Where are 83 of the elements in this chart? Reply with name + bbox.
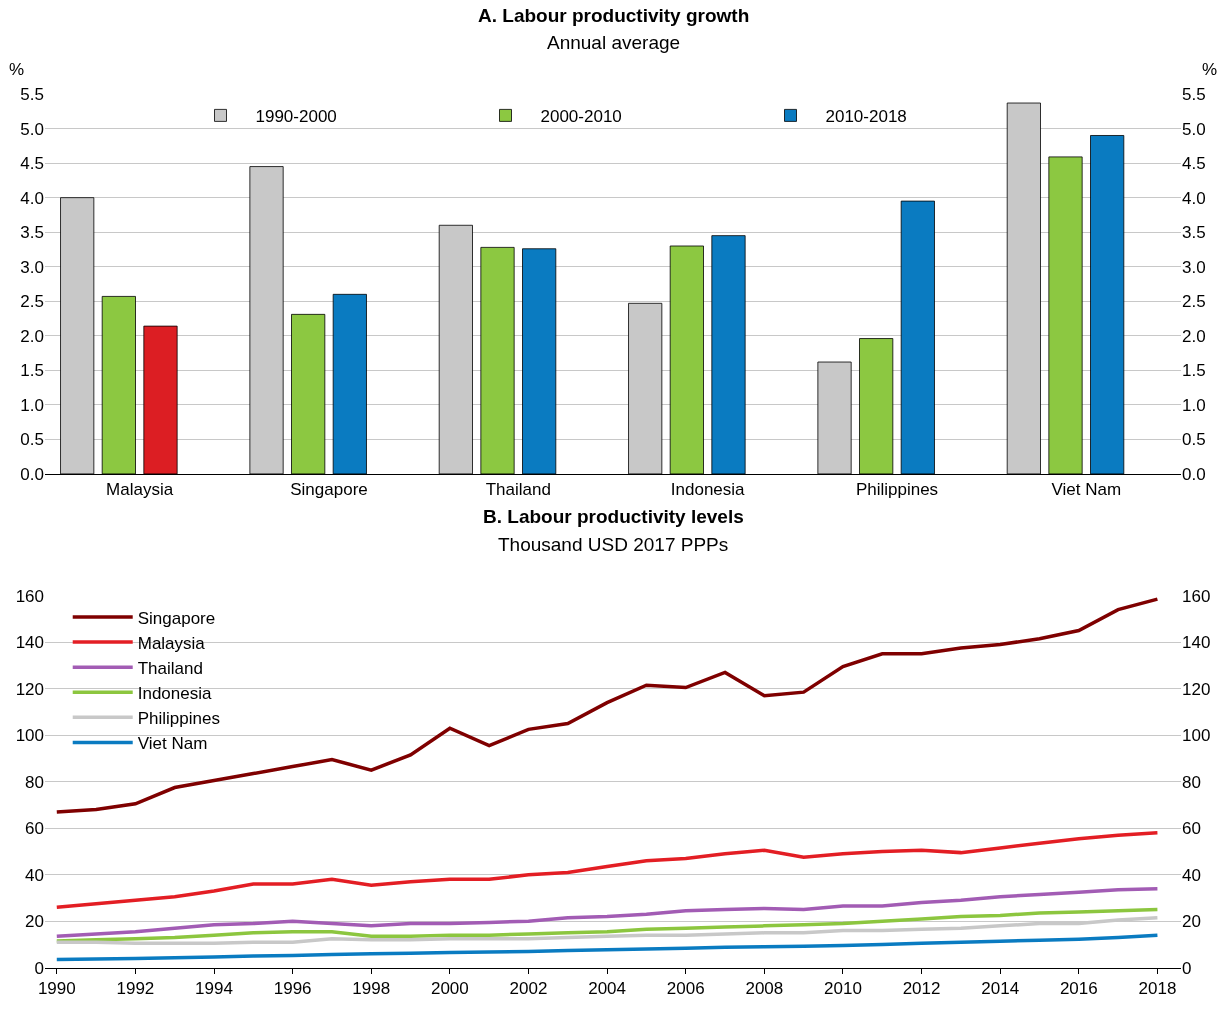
y2-tick-label: 0.5: [1182, 430, 1206, 450]
x-tick-label: 2010: [824, 979, 862, 999]
x-tick-label: Philippines: [855, 480, 939, 500]
legend-label: Viet Nam: [137, 734, 208, 754]
y-tick-label: 3.5: [20, 223, 44, 243]
y-tick-label: 80: [25, 772, 44, 792]
y-tick-label: 100: [15, 726, 44, 746]
y2-tick-label: 80: [1182, 772, 1201, 792]
legend-label: 1990-2000: [255, 107, 337, 127]
legend-label: 2010-2018: [825, 107, 907, 127]
y2-tick-label: 5.5: [1182, 85, 1206, 104]
y-tick-label: 120: [15, 679, 44, 699]
x-tick-label: 1996: [273, 979, 312, 999]
legend-label: Philippines: [137, 708, 220, 728]
chart-title: A. Labour productivity growth: [478, 5, 750, 26]
x-tick-label: 2018: [1138, 979, 1177, 999]
x-tick-label: 1994: [195, 979, 233, 999]
x-tick-label: 2012: [902, 979, 941, 999]
y2-tick-label: 100: [1182, 726, 1211, 746]
y-tick-label: 160: [15, 586, 44, 606]
x-tick-label: Viet Nam: [1051, 480, 1122, 500]
y-tick-label: 40: [25, 865, 44, 885]
y2-tick-label: 140: [1182, 633, 1211, 653]
y-tick-label: 0.0: [20, 464, 44, 484]
y-tick-label: 5.5: [20, 85, 44, 104]
y2-tick-label: 120: [1182, 679, 1211, 699]
y2-tick-label: 4.5: [1182, 154, 1206, 174]
y2-tick-label: 0: [1182, 958, 1192, 978]
x-tick-label: 2000: [430, 979, 469, 999]
x-tick-label: 1990: [37, 979, 76, 999]
y2-tick-label: 2.5: [1182, 292, 1206, 312]
y2-tick-label: 3.0: [1182, 257, 1206, 277]
legend-label: 2000-2010: [540, 107, 622, 127]
y-tick-label: 3.0: [20, 257, 44, 277]
chart-title: B. Labour productivity levels: [483, 506, 744, 527]
y-tick-label: 2.5: [20, 292, 44, 312]
y-tick-label: 2.0: [20, 326, 44, 346]
y2-tick-label: 2.0: [1182, 326, 1206, 346]
y-tick-label: 0: [34, 958, 44, 978]
x-tick-label: 2004: [588, 979, 627, 999]
y2-tick-label: 0.0: [1182, 464, 1206, 484]
y2-tick-label: 4.0: [1182, 188, 1206, 208]
x-tick-label: 1998: [352, 979, 391, 999]
y2-tick-label: 1.0: [1182, 395, 1206, 415]
chart-subtitle: Annual average: [547, 32, 681, 53]
y-tick-label: 0.5: [20, 430, 44, 450]
y-tick-label: 5.0: [20, 119, 44, 139]
y2-tick-label: 5.0: [1182, 119, 1206, 139]
line-series: [55, 831, 1160, 910]
line-series: [55, 886, 1160, 939]
x-tick-label: 2016: [1059, 979, 1098, 999]
line-series: [55, 597, 1160, 814]
y-tick-label: 4.0: [20, 188, 44, 208]
x-tick-label: 2006: [666, 979, 705, 999]
line-series: [55, 907, 1160, 943]
x-tick-label: Thailand: [485, 480, 551, 500]
y-tick-label: 1.5: [20, 361, 44, 381]
legend-label: Indonesia: [137, 683, 212, 703]
x-tick-label: 1992: [116, 979, 155, 999]
x-tick-label: Singapore: [290, 480, 368, 500]
y2-axis-title: %: [1202, 60, 1218, 79]
y-tick-label: 4.5: [20, 154, 44, 174]
y-tick-label: 60: [25, 819, 44, 839]
y-axis-title: %: [9, 60, 25, 79]
legend-label: Singapore: [137, 608, 216, 628]
y2-tick-label: 1.5: [1182, 361, 1206, 381]
y2-tick-label: 60: [1182, 819, 1201, 839]
y2-tick-label: 160: [1182, 586, 1211, 606]
line-series: [55, 933, 1160, 962]
x-tick-label: 2002: [509, 979, 548, 999]
x-tick-label: Malaysia: [106, 480, 174, 500]
y2-tick-label: 3.5: [1182, 223, 1206, 243]
x-tick-label: Indonesia: [670, 480, 746, 500]
y-tick-label: 140: [15, 633, 44, 653]
legend-label: Malaysia: [137, 633, 206, 653]
y2-tick-label: 40: [1182, 865, 1201, 885]
x-tick-label: 2008: [745, 979, 784, 999]
x-tick-label: 2014: [981, 979, 1020, 999]
chart-subtitle: Thousand USD 2017 PPPs: [498, 534, 729, 555]
y2-tick-label: 20: [1182, 912, 1201, 932]
y-tick-label: 1.0: [20, 395, 44, 415]
legend-label: Thailand: [137, 658, 203, 678]
y-tick-label: 20: [25, 912, 44, 932]
